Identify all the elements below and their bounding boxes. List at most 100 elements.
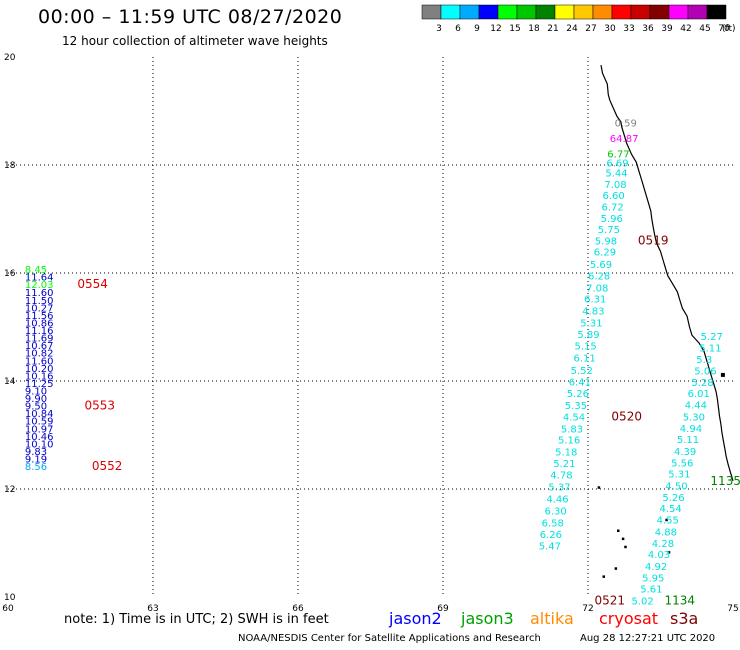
- wave-height-value: 5.83: [561, 424, 583, 435]
- wave-height-value: 6.77: [607, 149, 629, 160]
- color-legend: 3 6 9 12 15 18 21 24 27 30 33 36 39 42 45 70(ft): [421, 4, 736, 34]
- legend-label: 36: [642, 24, 654, 34]
- wave-height-value: 11.56: [25, 311, 54, 322]
- wave-height-value: 5.11: [699, 343, 721, 354]
- wave-height-value: 11.16: [25, 326, 54, 337]
- wave-height-value: 4.54: [660, 504, 682, 515]
- island-marker: [597, 486, 601, 489]
- wave-height-value: 5.35: [565, 401, 587, 412]
- wave-height-value: 10.59: [25, 417, 54, 428]
- track-jason3: 0.5964.876.776.695.447.086.606.725.965.7…: [539, 119, 723, 608]
- wave-height-value: 10.86: [25, 319, 54, 330]
- wave-height-value: 5.26: [662, 493, 684, 504]
- legend-label: 15: [509, 24, 520, 34]
- wave-height-value: 5.75: [598, 225, 620, 236]
- legend-label: 42: [680, 24, 691, 34]
- wave-height-value: 10.16: [25, 371, 54, 382]
- coastline: [600, 64, 734, 482]
- wave-height-value: 5.47: [539, 542, 561, 553]
- legend-label: 33: [623, 24, 634, 34]
- y-tick-label: 14: [4, 377, 16, 387]
- wave-height-value: 11.25: [25, 379, 54, 390]
- wave-height-value: 7.08: [604, 180, 626, 191]
- island-marker: [667, 551, 671, 554]
- wave-height-value: 5.61: [640, 585, 662, 596]
- page-title: 00:00 – 11:59 UTC 08/27/2020: [38, 6, 343, 28]
- pass-time-label: 1135: [710, 474, 740, 488]
- wave-height-value: 4.39: [674, 447, 696, 458]
- wave-height-value: 9.90: [25, 394, 47, 405]
- pass-time-label: 0521: [595, 594, 626, 608]
- wave-height-value: 5.44: [605, 168, 627, 179]
- wave-height-value: 5.31: [668, 470, 690, 481]
- wave-height-value: 0.59: [615, 119, 637, 130]
- wave-height-value: 4.54: [563, 412, 585, 423]
- units-note: note: 1) Time is in UTC; 2) SWH is in fe…: [64, 612, 329, 627]
- wave-height-value: 5.31: [580, 319, 602, 330]
- wave-height-value: 5.89: [577, 330, 599, 341]
- wave-height-value: 5.3: [696, 355, 712, 366]
- wave-height-value: 5.26: [567, 389, 589, 400]
- x-tick-label: 66: [292, 604, 304, 614]
- wave-height-value: 9.19: [25, 455, 47, 466]
- wave-height-value: 5.02: [632, 597, 654, 608]
- wave-height-value: 5.95: [642, 573, 664, 584]
- wave-height-value: 9.10: [25, 387, 47, 398]
- y-tick-label: 12: [4, 485, 15, 495]
- generated-timestamp: Aug 28 12:27:21 UTC 2020: [580, 633, 716, 644]
- wave-height-value: 4.94: [680, 424, 702, 435]
- wave-height-value: 6.11: [574, 354, 596, 365]
- island-marker: [614, 567, 618, 570]
- wave-height-value: 4.44: [685, 401, 707, 412]
- wave-height-value: 10.20: [25, 364, 54, 375]
- credit-text: NOAA/NESDIS Center for Satellite Applica…: [238, 633, 541, 644]
- x-tick-label: 75: [727, 604, 738, 614]
- legend-label: 21: [547, 24, 558, 34]
- wave-height-value: 10.10: [25, 439, 54, 450]
- wave-height-value: 9.50: [25, 402, 47, 413]
- wave-height-value: 5.27: [701, 332, 723, 343]
- wave-height-value: 4.50: [665, 482, 687, 493]
- wave-height-value: 10.46: [25, 432, 54, 443]
- pass-time-label: 0519: [638, 233, 669, 247]
- legend-label: 18: [528, 24, 540, 34]
- wave-height-value: 4.28: [652, 539, 674, 550]
- wave-height-value: 5.56: [671, 458, 693, 469]
- legend-label: 27: [585, 24, 596, 34]
- island-marker: [720, 372, 725, 377]
- wave-height-value: 10.97: [25, 424, 54, 435]
- wave-height-value: 6.28: [588, 272, 610, 283]
- wave-height-value: 11.60: [25, 356, 54, 367]
- wave-height-value: 5.52: [571, 366, 593, 377]
- legend-label: 45: [699, 24, 710, 34]
- legend-label: 30: [604, 24, 616, 34]
- x-tick-label: 69: [437, 604, 449, 614]
- wave-height-value: 11.69: [25, 334, 54, 345]
- satellite-jason2: jason2: [389, 609, 442, 628]
- satellite-s3a: s3a: [670, 609, 699, 628]
- track-jason2: 8.4511.6412.0311.6011.5010.2711.5610.861…: [25, 265, 54, 473]
- y-tick-label: 20: [4, 53, 16, 63]
- wave-height-value: 10.84: [25, 409, 54, 420]
- wave-height-value: 4.88: [655, 527, 677, 538]
- y-tick-label: 18: [4, 161, 16, 171]
- wave-height-value: 6.29: [594, 248, 616, 259]
- x-tick-label: 60: [2, 604, 14, 614]
- wave-height-value: 5.21: [553, 459, 575, 470]
- wave-height-value: 5.15: [575, 342, 597, 353]
- legend-unit: (ft): [722, 24, 736, 34]
- wave-height-value: 9.83: [25, 447, 47, 458]
- legend-label: 6: [455, 24, 461, 34]
- wave-height-value: 11.60: [25, 288, 54, 299]
- wave-height-value: 11.64: [25, 273, 54, 284]
- wave-height-value: 6.31: [584, 295, 606, 306]
- wave-height-value: 10.27: [25, 303, 54, 314]
- wave-height-value: 6.60: [603, 191, 625, 202]
- satellite-altika: altika: [530, 609, 574, 628]
- legend-label: 9: [474, 24, 480, 34]
- island-marker: [624, 545, 627, 549]
- wave-height-value: 6.58: [542, 518, 564, 529]
- wave-height-value: 5.96: [601, 214, 623, 225]
